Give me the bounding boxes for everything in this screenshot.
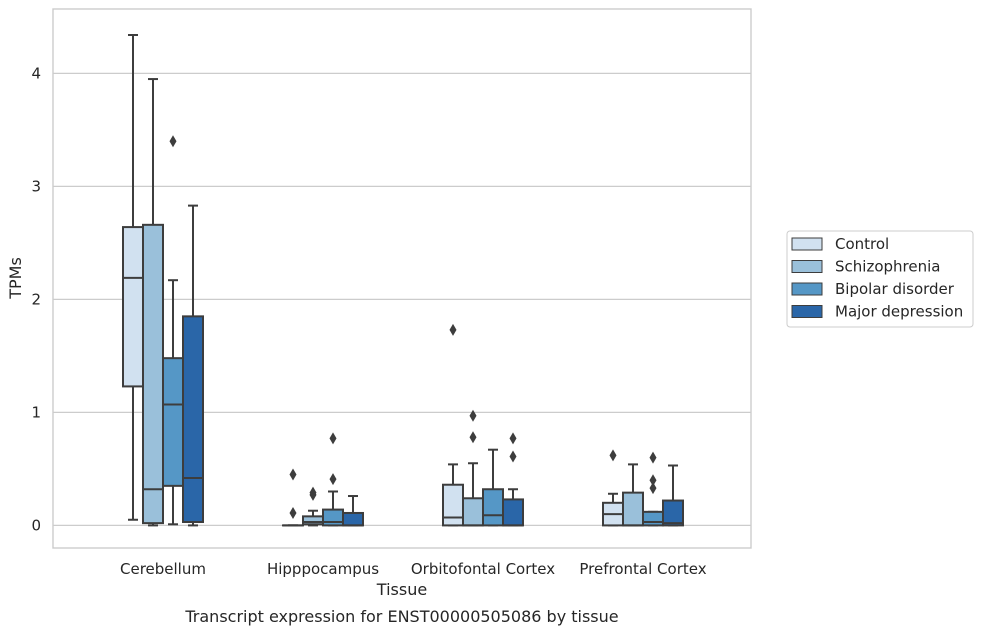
iqr-box	[122, 226, 144, 388]
x-tick-label: Orbitofontal Cortex	[411, 560, 555, 578]
iqr-box	[182, 315, 204, 524]
outlier-point	[469, 431, 477, 444]
iqr-box	[142, 223, 164, 525]
outlier-point	[309, 486, 317, 499]
box-major-depression	[662, 464, 684, 527]
x-tick-label: Prefrontal Cortex	[579, 560, 706, 578]
outlier-point	[649, 451, 657, 464]
y-axis-title: TPMs	[6, 257, 25, 300]
plot-frame	[52, 8, 752, 549]
legend: Control Schizophrenia Bipolar disorder Majo…	[786, 230, 974, 328]
box-bipolar-disorder	[162, 135, 184, 526]
box-control	[602, 449, 624, 527]
outlier-point	[649, 474, 657, 487]
iqr-box	[162, 357, 184, 487]
iqr-box	[322, 508, 344, 527]
outlier-point	[329, 432, 337, 445]
legend-swatch	[791, 237, 823, 251]
iqr-box	[342, 511, 364, 527]
outlier-point	[169, 135, 177, 148]
box-bipolar-disorder	[642, 451, 664, 527]
iqr-box	[462, 497, 484, 527]
x-axis-ticks: Cerebellum Hipppocampus Orbitofontal Corte…	[120, 560, 707, 578]
legend-label: Control	[835, 235, 889, 253]
iqr-box	[622, 491, 644, 527]
outlier-point	[509, 450, 517, 463]
x-tick-label: Hipppocampus	[267, 560, 379, 578]
box-major-depression	[182, 204, 204, 527]
box-schizophrenia	[622, 463, 644, 527]
outlier-point	[329, 473, 337, 486]
outlier-point	[609, 449, 617, 462]
box-control	[122, 33, 144, 521]
legend-swatch	[791, 282, 823, 296]
chart-caption: Transcript expression for ENST0000050508…	[184, 607, 618, 626]
y-tick-label: 2	[31, 290, 41, 308]
x-tick-label: Cerebellum	[120, 560, 206, 578]
iqr-box	[482, 488, 504, 527]
iqr-box	[642, 510, 664, 527]
legend-label: Major depression	[835, 303, 963, 321]
legend-swatch	[791, 305, 823, 318]
box-schizophrenia	[462, 409, 484, 527]
y-tick-label: 1	[31, 403, 41, 421]
iqr-box	[302, 515, 324, 526]
outlier-point	[509, 432, 517, 445]
box-major-depression	[342, 495, 364, 527]
outlier-point	[289, 468, 297, 481]
iqr-box	[502, 498, 524, 527]
outlier-point	[469, 409, 477, 422]
box-schizophrenia	[142, 78, 164, 527]
y-tick-label: 3	[31, 177, 41, 195]
outlier-point	[649, 482, 657, 495]
y-tick-label: 0	[31, 516, 41, 534]
legend-label: Bipolar disorder	[835, 280, 955, 298]
legend-swatch	[791, 260, 823, 273]
outlier-point	[449, 323, 457, 336]
legend-frame	[786, 230, 974, 328]
box-control	[282, 468, 304, 527]
boxplot-marks	[122, 33, 684, 527]
box-bipolar-disorder	[482, 448, 504, 527]
iqr-box	[442, 483, 464, 527]
box-bipolar-disorder	[322, 432, 344, 527]
x-axis-title: Tissue	[376, 580, 427, 599]
box-control	[442, 323, 464, 527]
box-schizophrenia	[302, 486, 324, 527]
y-axis-ticks: 0 1 2 3 4	[31, 64, 41, 534]
iqr-box	[662, 499, 684, 527]
box-major-depression	[502, 432, 524, 527]
outlier-point	[289, 506, 297, 519]
legend-label: Schizophrenia	[835, 258, 940, 276]
y-tick-label: 4	[31, 64, 41, 82]
